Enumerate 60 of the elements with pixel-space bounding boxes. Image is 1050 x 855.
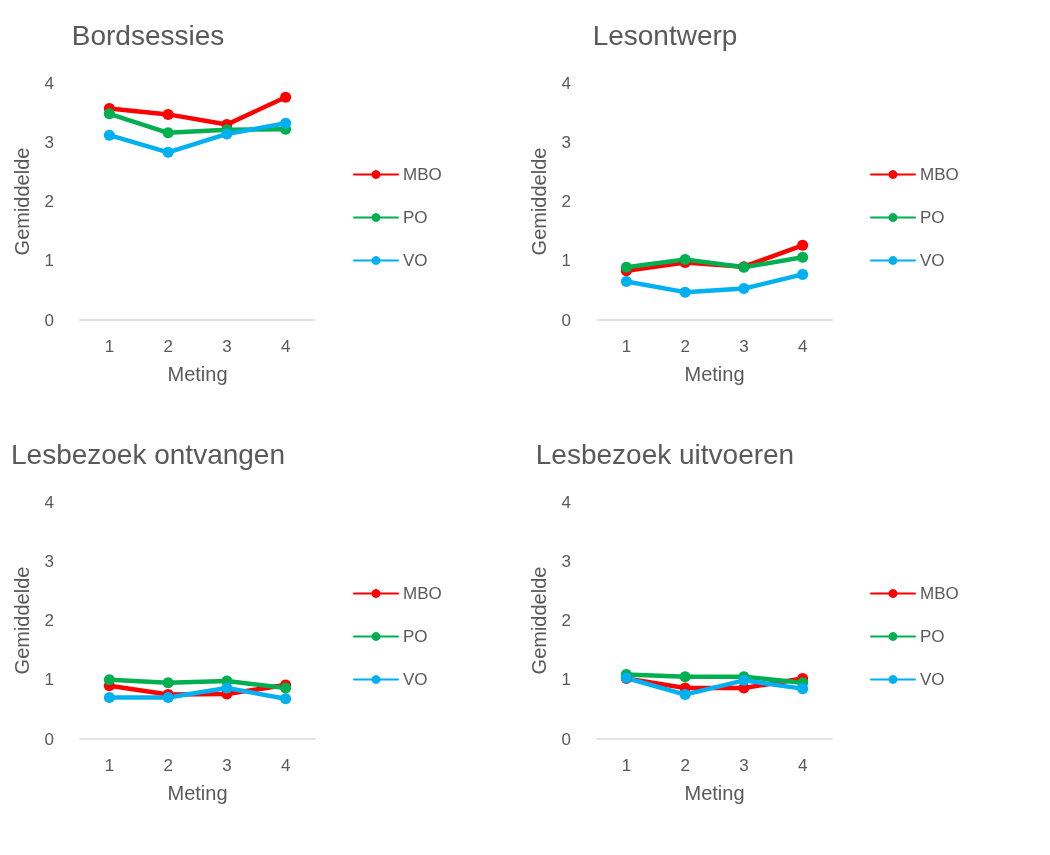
x-axis-title: Meting [684, 363, 745, 385]
legend-label: VO [403, 670, 428, 689]
legend-label: MBO [403, 584, 442, 603]
x-tick-label: 1 [621, 337, 632, 356]
y-tick-label: 2 [561, 192, 571, 211]
x-tick-label: 3 [222, 756, 232, 775]
y-tick-label: 4 [44, 492, 54, 512]
x-tick-label: 4 [280, 337, 291, 356]
y-tick-label: 3 [44, 551, 54, 571]
legend-label: VO [920, 251, 945, 270]
y-tick-label: 1 [561, 670, 571, 690]
y-tick-label: 4 [561, 73, 571, 93]
x-tick-label: 1 [104, 756, 115, 775]
x-tick-label: 2 [163, 756, 173, 775]
legend-label: MBO [920, 584, 959, 603]
y-tick-label: 0 [561, 729, 571, 749]
x-tick-label: 2 [680, 756, 690, 775]
legend-label: PO [403, 627, 428, 646]
x-tick-label: 3 [739, 756, 749, 775]
y-tick-label: 1 [561, 251, 571, 271]
y-axis-title: Gemiddelde [528, 147, 550, 256]
y-tick-label: 1 [44, 251, 54, 271]
x-tick-label: 4 [280, 756, 291, 775]
y-tick-label: 3 [561, 132, 571, 152]
y-tick-label: 1 [44, 670, 54, 690]
y-tick-label: 0 [44, 729, 54, 749]
y-axis-title: Gemiddelde [11, 566, 33, 675]
chart-title: Lesontwerp [592, 19, 738, 51]
x-axis-title: Meting [167, 363, 228, 385]
legend-label: VO [920, 670, 945, 689]
y-axis-title: Gemiddelde [528, 566, 550, 675]
x-tick-label: 2 [163, 337, 173, 356]
y-axis-title: Gemiddelde [11, 147, 33, 256]
y-tick-label: 3 [561, 551, 571, 571]
x-tick-label: 4 [797, 337, 808, 356]
x-tick-label: 1 [104, 337, 115, 356]
y-tick-label: 3 [44, 132, 54, 152]
x-tick-label: 4 [797, 756, 808, 775]
y-tick-label: 4 [44, 73, 54, 93]
x-axis-title: Meting [167, 782, 228, 804]
legend-label: MBO [403, 165, 442, 184]
legend-label: VO [403, 251, 428, 270]
y-tick-label: 2 [44, 192, 54, 211]
legend-label: MBO [920, 165, 959, 184]
legend-label: PO [920, 208, 945, 227]
chart-title: Bordsessies [71, 19, 225, 51]
x-tick-label: 1 [621, 756, 632, 775]
legend-label: PO [920, 627, 945, 646]
chart-title: Lesbezoek ontvangen [11, 438, 285, 470]
chart-title: Lesbezoek uitvoeren [535, 438, 795, 470]
y-tick-label: 0 [44, 310, 54, 330]
y-tick-label: 2 [44, 611, 54, 630]
y-tick-label: 2 [561, 611, 571, 630]
x-tick-label: 3 [222, 337, 232, 356]
x-tick-label: 3 [739, 337, 749, 356]
legend-label: PO [403, 208, 428, 227]
x-axis-title: Meting [684, 782, 745, 804]
y-tick-label: 4 [561, 492, 571, 512]
x-tick-label: 2 [680, 337, 690, 356]
y-tick-label: 0 [561, 310, 571, 330]
